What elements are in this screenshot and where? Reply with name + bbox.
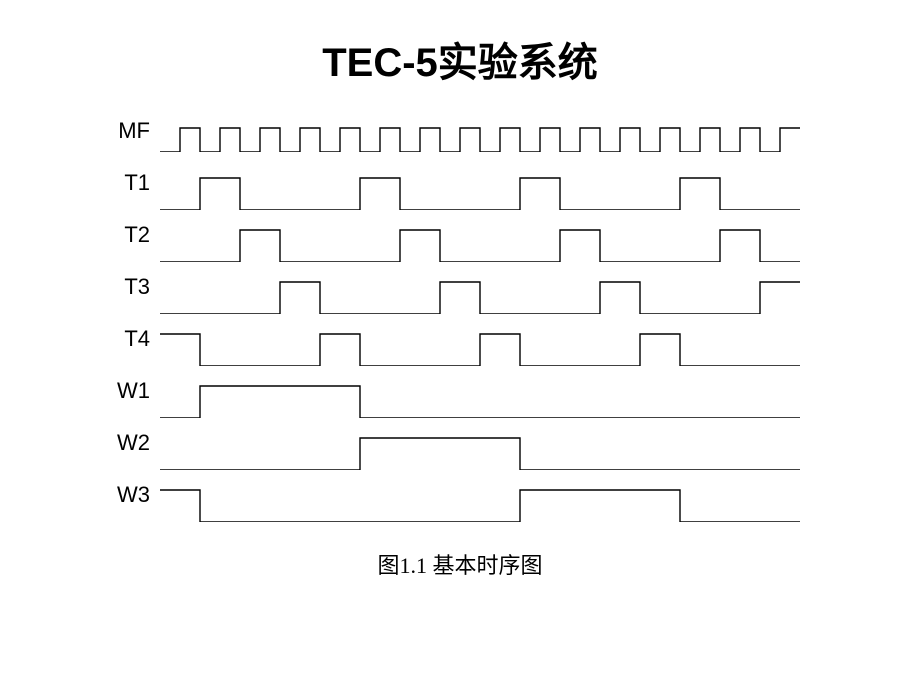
- signal-wave-t2: [160, 214, 800, 262]
- signal-label-w2: W2: [117, 430, 150, 456]
- signal-wave-t4: [160, 318, 800, 366]
- signal-row-t4: T4: [160, 318, 800, 366]
- signal-label-mf: MF: [118, 118, 150, 144]
- signal-row-w3: W3: [160, 474, 800, 522]
- signal-label-t4: T4: [124, 326, 150, 352]
- signal-wave-mf: [160, 118, 800, 152]
- signal-label-t1: T1: [124, 170, 150, 196]
- signal-row-t1: T1: [160, 162, 800, 210]
- signal-wave-t3: [160, 266, 800, 314]
- signal-row-mf: MF: [160, 118, 800, 152]
- signal-wave-w2: [160, 422, 800, 470]
- signal-row-w1: W1: [160, 370, 800, 418]
- signal-label-t3: T3: [124, 274, 150, 300]
- signal-label-w1: W1: [117, 378, 150, 404]
- signal-wave-w3: [160, 474, 800, 522]
- page-title: TEC-5实验系统: [0, 30, 920, 88]
- signal-label-w3: W3: [117, 482, 150, 508]
- signal-row-t3: T3: [160, 266, 800, 314]
- signal-row-w2: W2: [160, 422, 800, 470]
- signal-row-t2: T2: [160, 214, 800, 262]
- figure-caption: 图1.1 基本时序图: [0, 548, 920, 580]
- signal-wave-w1: [160, 370, 800, 418]
- timing-diagram: MF T1T2T3T4W1W2W3: [160, 118, 800, 528]
- signal-label-t2: T2: [124, 222, 150, 248]
- signal-wave-t1: [160, 162, 800, 210]
